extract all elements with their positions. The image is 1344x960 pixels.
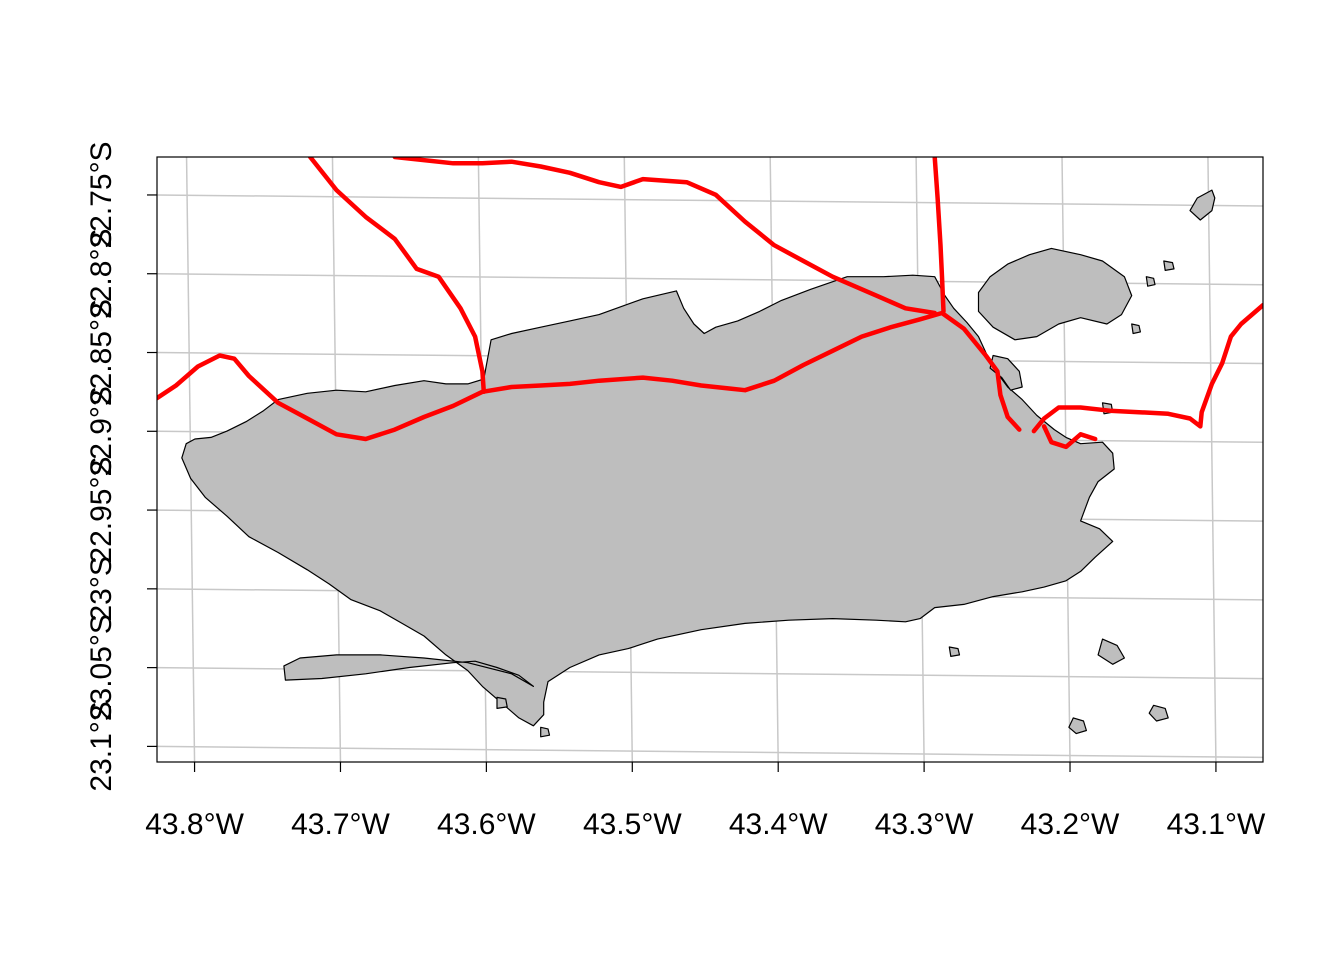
road-lines xyxy=(157,157,1263,450)
y-axis: 22.75°S22.8°S22.85°S22.9°S22.95°S23°S23.… xyxy=(85,141,157,792)
y-tick-label-1: 22.8°S xyxy=(85,229,118,319)
land-islet-east-3 xyxy=(1148,704,1169,722)
land-islet-east-2 xyxy=(1068,717,1088,735)
land-ilha-do-fundao xyxy=(989,354,1023,391)
x-tick-label-6: 43.2°W xyxy=(1021,808,1120,841)
road-north-vertical xyxy=(932,157,946,314)
road-east xyxy=(1031,302,1263,434)
x-tick-label-0: 43.8°W xyxy=(145,808,244,841)
land-polygons xyxy=(181,189,1216,738)
y-tick-label-6: 23.05°S xyxy=(85,614,118,721)
land-islet-south-2 xyxy=(540,726,551,738)
x-axis: 43.8°W 43.7°W 43.6°W 43.5°W 43.4°W 43.3°W 43.2… xyxy=(145,762,1266,841)
land-islet-east-1 xyxy=(1097,638,1126,665)
y-tick-label-5: 23°S xyxy=(85,556,118,621)
land-islet-south-3 xyxy=(948,646,961,658)
land-marambaia-spit xyxy=(283,654,535,688)
land-ilha-paqueta xyxy=(1189,189,1216,221)
road-east-spur xyxy=(1041,424,1098,450)
land-islet-bay-2 xyxy=(1163,260,1175,271)
land-ilha-do-governador xyxy=(977,247,1133,341)
land-islet-south-1 xyxy=(496,696,508,710)
land-islet-bay-3 xyxy=(1145,276,1156,287)
land-municipality-main xyxy=(181,274,1115,727)
y-tick-label-4: 22.95°S xyxy=(85,457,118,564)
x-tick-label-4: 43.4°W xyxy=(729,808,828,841)
road-north-arc xyxy=(392,157,937,316)
y-tick-label-3: 22.9°S xyxy=(85,386,118,476)
plot-frame xyxy=(156,156,1264,763)
grid-line-y-0 xyxy=(157,194,1263,207)
x-tick-label-5: 43.3°W xyxy=(875,808,974,841)
x-tick-label-2: 43.6°W xyxy=(437,808,536,841)
y-tick-label-2: 22.85°S xyxy=(85,299,118,406)
x-tick-label-3: 43.5°W xyxy=(583,808,682,841)
x-tick-label-7: 43.1°W xyxy=(1167,808,1266,841)
y-tick-label-0: 22.75°S xyxy=(85,141,118,248)
road-northwest xyxy=(307,157,487,395)
land-islet-bay-4 xyxy=(1131,323,1142,335)
x-tick-label-1: 43.7°W xyxy=(291,808,390,841)
road-west xyxy=(157,310,1022,442)
grid-line-y-7 xyxy=(157,745,1263,759)
y-tick-label-7: 23.1°S xyxy=(85,701,118,791)
grid-line-x-7 xyxy=(1207,157,1217,762)
